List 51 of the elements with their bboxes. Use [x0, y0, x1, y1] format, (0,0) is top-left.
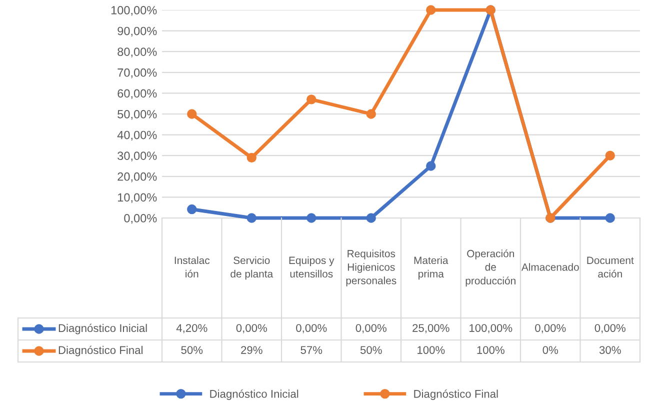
data-label: 57%	[300, 346, 322, 354]
data-label: 29%	[241, 346, 262, 354]
y-tick-label: 20,00%	[118, 172, 157, 182]
y-tick-label: 70,00%	[118, 68, 157, 78]
text: Diagnóstico Final	[414, 390, 498, 400]
data-label: 0,00%	[535, 324, 566, 334]
data-label: 30%	[599, 346, 621, 354]
data-label: 25,00%	[412, 324, 450, 334]
y-tick-label: 60,00%	[118, 89, 157, 99]
x-tick-label: Requisitos Higienicos personales	[346, 250, 396, 286]
point	[246, 152, 256, 163]
point	[366, 109, 376, 119]
legend-label: Diagnóstico Final	[58, 346, 142, 356]
point	[306, 94, 316, 104]
x-tick-label: Servicio de planta	[230, 256, 274, 280]
point	[605, 213, 615, 223]
data-label: 0%	[542, 346, 558, 354]
text: Diagnóstico Inicial	[210, 390, 298, 400]
point	[426, 5, 436, 15]
y-tick-label: 30,00%	[118, 152, 157, 162]
y-tick-label: 90,00%	[118, 26, 157, 37]
data-label: 100%	[477, 346, 504, 354]
x-tick-label: Documentación	[587, 256, 634, 278]
y-tick-label: 80,00%	[118, 48, 157, 58]
data-label: 0,00%	[356, 324, 386, 334]
x-tick-label: Operación de producción	[466, 250, 516, 286]
y-tick-label: 100,00%	[111, 6, 157, 16]
data-label: 50%	[181, 346, 203, 354]
point	[366, 213, 376, 223]
x-tick-label: Equipos y utensillos	[289, 256, 334, 278]
data-label: 100%	[418, 346, 445, 354]
data-label: 0,00%	[296, 324, 327, 334]
point	[605, 150, 615, 160]
point	[306, 213, 316, 223]
data-label: 0,00%	[236, 324, 267, 334]
y-tick-label: 50,00%	[118, 110, 157, 120]
x-tick-label: Almacenado	[521, 263, 579, 271]
point	[187, 204, 197, 214]
data-label: 0,00%	[594, 324, 626, 334]
point	[187, 109, 197, 119]
x-tick-label: Instalación	[174, 256, 210, 278]
data-label: 50%	[360, 346, 382, 354]
data-label: 100,00%	[470, 324, 512, 334]
x-tick-label: Materia prima	[414, 256, 448, 280]
legend-label: Diagnóstico Inicial	[58, 324, 147, 334]
point	[246, 213, 256, 223]
y-tick-label: 40,00%	[117, 130, 157, 141]
y-tick-label: 0,00%	[124, 214, 157, 224]
y-tick-label: 10,00%	[118, 193, 157, 203]
data-label: 4,20%	[176, 324, 208, 334]
point	[426, 161, 436, 171]
